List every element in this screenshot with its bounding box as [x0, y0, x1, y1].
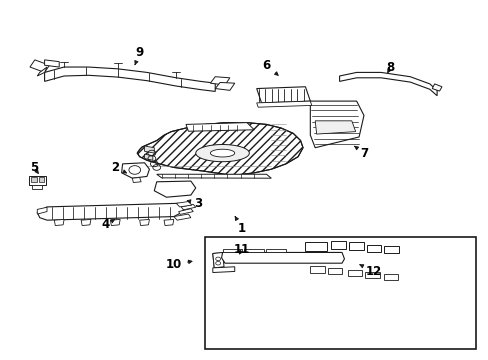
Polygon shape — [330, 241, 345, 249]
Polygon shape — [348, 242, 363, 249]
Text: 12: 12 — [359, 265, 381, 278]
Polygon shape — [310, 101, 363, 148]
Polygon shape — [315, 121, 355, 134]
Text: 9: 9 — [135, 46, 143, 65]
Polygon shape — [176, 202, 191, 207]
Polygon shape — [339, 72, 436, 96]
Text: 6: 6 — [262, 59, 278, 75]
Polygon shape — [163, 220, 173, 226]
Polygon shape — [30, 60, 49, 72]
Polygon shape — [222, 249, 242, 252]
Text: 4: 4 — [101, 218, 115, 231]
Polygon shape — [31, 177, 37, 182]
Polygon shape — [212, 252, 224, 268]
Polygon shape — [215, 82, 234, 90]
Polygon shape — [212, 267, 234, 273]
Polygon shape — [256, 101, 311, 107]
Polygon shape — [173, 214, 190, 220]
Text: 11: 11 — [233, 243, 250, 256]
Polygon shape — [347, 270, 361, 276]
Polygon shape — [178, 209, 193, 215]
Polygon shape — [122, 163, 149, 178]
Text: 5: 5 — [30, 161, 38, 174]
Polygon shape — [140, 220, 149, 226]
Polygon shape — [328, 267, 341, 274]
Polygon shape — [110, 220, 120, 226]
Polygon shape — [212, 252, 233, 269]
Polygon shape — [54, 220, 64, 226]
Polygon shape — [383, 274, 397, 280]
Polygon shape — [37, 203, 185, 220]
Text: 3: 3 — [187, 197, 202, 210]
Polygon shape — [366, 244, 380, 252]
Bar — [205, 237, 475, 348]
Polygon shape — [210, 149, 234, 157]
Polygon shape — [37, 207, 47, 214]
Polygon shape — [44, 67, 215, 91]
Text: 8: 8 — [386, 60, 394, 73]
Polygon shape — [431, 84, 441, 91]
Polygon shape — [44, 60, 59, 67]
Polygon shape — [81, 220, 91, 226]
Polygon shape — [244, 249, 264, 252]
Text: 2: 2 — [111, 161, 126, 174]
Polygon shape — [181, 204, 195, 210]
Text: 1: 1 — [235, 216, 245, 235]
Polygon shape — [266, 249, 285, 252]
Polygon shape — [185, 123, 254, 131]
Polygon shape — [39, 177, 43, 182]
Polygon shape — [221, 252, 344, 263]
Polygon shape — [32, 185, 42, 189]
Polygon shape — [137, 123, 303, 175]
Polygon shape — [144, 154, 153, 160]
Polygon shape — [157, 174, 271, 178]
Polygon shape — [310, 266, 325, 273]
Polygon shape — [29, 176, 45, 185]
Polygon shape — [37, 67, 47, 76]
Polygon shape — [365, 272, 379, 278]
Polygon shape — [305, 242, 327, 251]
Polygon shape — [383, 246, 398, 253]
Text: 7: 7 — [354, 146, 367, 159]
Polygon shape — [154, 181, 195, 197]
Polygon shape — [256, 87, 310, 103]
Polygon shape — [210, 77, 229, 85]
Text: 10: 10 — [165, 258, 191, 271]
Polygon shape — [144, 146, 154, 153]
Polygon shape — [132, 177, 141, 183]
Polygon shape — [195, 144, 249, 162]
